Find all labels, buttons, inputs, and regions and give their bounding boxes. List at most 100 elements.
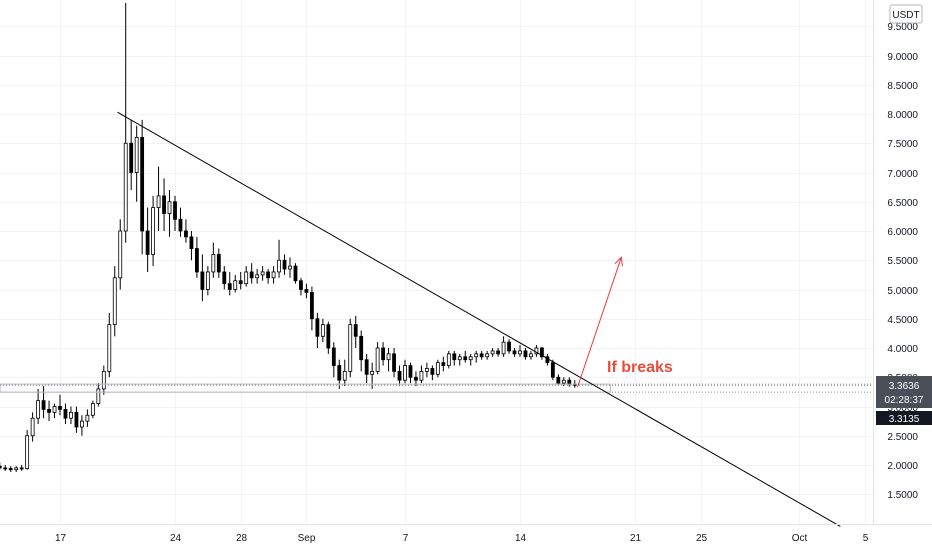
candle-body-down [145,230,150,255]
candle [167,190,172,237]
price-axis[interactable]: 1.50002.00002.50003.00003.50004.00004.50… [887,22,918,501]
candle-body-up [85,414,90,422]
candle-body-up [211,253,216,273]
candle [282,254,287,275]
candle-body-up [320,324,325,337]
candle [129,119,134,191]
candle [123,2,128,243]
candle-body-up [244,271,249,285]
candle [523,348,528,360]
candle-body-up [52,406,57,413]
candle [184,219,188,243]
currency-label-box[interactable] [889,4,923,24]
candle [30,412,35,442]
candle [507,339,511,354]
price-tick-label: 7.5000 [887,139,918,150]
candle-body-down [441,362,446,366]
candle [205,266,210,296]
candle [430,365,435,381]
trendline-group [117,111,841,527]
candle-body-up [501,341,506,355]
candle [474,350,479,363]
candle [233,274,238,293]
candle-body-up [271,271,276,279]
candle-body-down [299,280,303,290]
candle [364,353,369,384]
breakout-arrow [577,257,622,388]
candle-body-up [255,274,260,279]
candle-body-down [539,347,544,358]
candle-body-down [266,271,271,279]
candle [140,119,145,255]
candle [496,348,501,357]
arrow-group [577,256,623,388]
candle-body-down [430,368,435,375]
candle-body-down [3,467,8,470]
time-tick-label: Oct [792,533,808,544]
candle-body-up [30,417,35,437]
candle-body-up [468,356,473,361]
candle [463,350,468,363]
candle [79,415,84,436]
candle-body-up [342,370,347,381]
candle-body-up [277,259,281,273]
candle [52,403,57,419]
candle [118,219,123,290]
candle-body-down [512,350,517,355]
candle-body-up [167,201,172,214]
candle-body-down [184,230,188,238]
candle-body-up [112,277,117,325]
time-tick-label: 7 [403,533,409,544]
time-axis[interactable]: 17 24 28 Sep 7 14 21 25 Oct 5 [55,533,869,544]
candle-body-down [452,353,457,361]
price-tick-label: 6.5000 [887,198,918,209]
candle [69,406,73,425]
candle [200,254,205,302]
candle [512,348,517,357]
last-price-box: 3.3636 02:28:37 [876,376,932,408]
candle-body-down [567,379,572,385]
candle [556,374,561,386]
candle [47,400,51,422]
candle [446,350,451,369]
candle-body-down [353,324,358,337]
candle-body-down [496,350,501,355]
candle-body-up [101,370,106,390]
candle-body-up [90,403,95,416]
candle [74,406,79,433]
candle-body-up [107,324,112,372]
time-tick-label: 25 [696,533,708,544]
candle [14,466,19,473]
candle-body-down [556,376,561,384]
candle [162,178,166,231]
candle [90,400,95,419]
candle [539,346,544,360]
price-tick-label: 7.0000 [887,169,918,180]
candle [320,318,325,343]
candle-body-down [189,236,194,249]
time-tick-label: 24 [170,533,182,544]
price-tick-label: 9.5000 [887,22,918,33]
candle [271,266,276,284]
candle [375,342,380,375]
candle [408,362,413,384]
candle-body-up [123,142,128,232]
candle-body-down [326,324,331,349]
candle [561,377,566,387]
candle-body-down [200,271,205,290]
candle [63,403,68,425]
candle-body-up [474,353,479,358]
candle-body-up [457,356,462,361]
candle-body-up [529,353,533,358]
price-tick-label: 1.5000 [887,490,918,501]
candle-body-down [178,218,183,232]
candle [550,359,555,381]
candle [277,239,281,278]
breakout-arrow-head [614,256,623,267]
descending-trendline [117,111,841,527]
price-tick-label: 2.5000 [887,432,918,443]
candle [441,356,446,372]
candle-body-up [25,435,30,469]
candle-body-down [140,136,145,232]
